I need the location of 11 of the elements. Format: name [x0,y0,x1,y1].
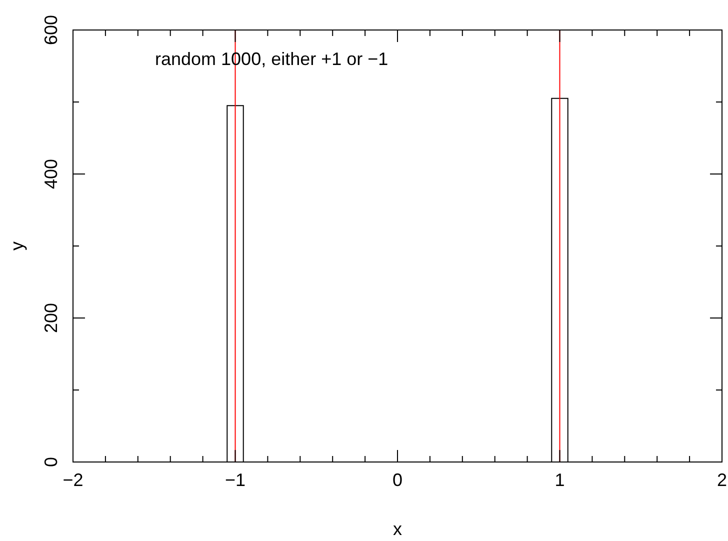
x-tick-label: −1 [224,470,246,490]
x-tick-label: 2 [716,470,728,490]
x-tick-label: −2 [62,470,84,490]
y-tick-label: 0 [40,456,61,468]
y-tick-label: 200 [40,302,61,334]
y-tick-label: 600 [40,14,61,46]
y-axis-title: y [6,242,27,250]
x-tick-label: 0 [392,470,403,490]
x-tick-label: 1 [554,470,565,490]
x-axis-title: x [393,518,402,539]
y-tick-label: 400 [40,158,61,190]
